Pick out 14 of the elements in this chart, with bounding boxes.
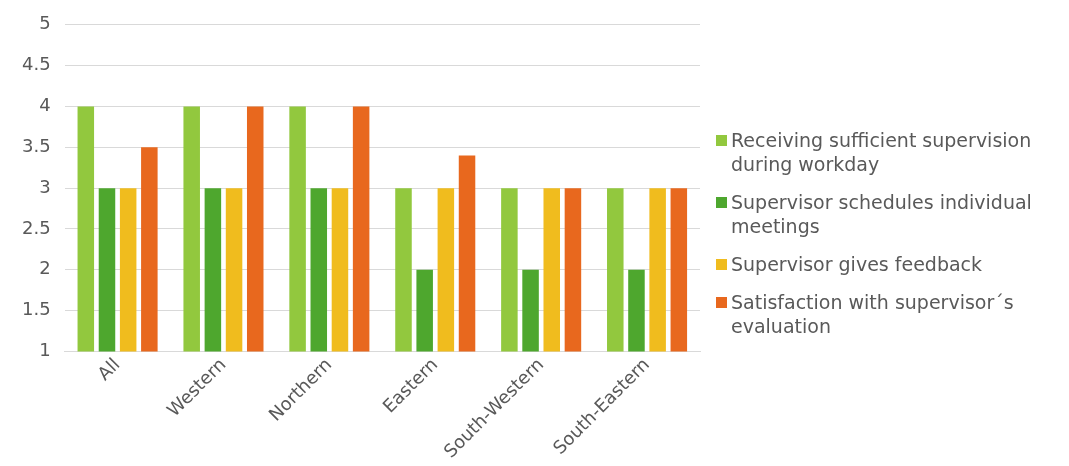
- y-tick-label: 2.5: [21, 216, 51, 238]
- y-tick-label: 2: [39, 257, 51, 279]
- x-tick-label: All: [93, 353, 124, 385]
- legend-label: Supervisor schedules individual meetings: [731, 190, 1033, 238]
- y-tick-label: 4: [39, 94, 51, 116]
- legend-label: Supervisor gives feedback: [731, 252, 983, 276]
- y-tick-label: 3: [39, 175, 51, 197]
- y-tick-label: 3.5: [21, 134, 51, 156]
- legend-label: Satisfaction with supervisor´s evaluation: [731, 290, 1015, 338]
- y-tick-label: 1: [39, 339, 51, 361]
- y-tick-label: 1.5: [21, 298, 51, 320]
- y-tick-label: 5: [39, 12, 51, 34]
- legend-label: Receiving sufficient supervision during workday: [731, 128, 1033, 176]
- y-tick-label: 4.5: [21, 53, 51, 75]
